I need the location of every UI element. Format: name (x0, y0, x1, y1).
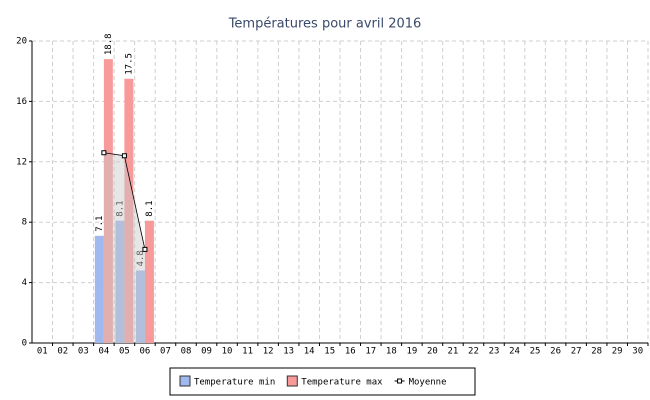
x-tick-label: 24 (509, 347, 520, 357)
x-tick-label: 09 (201, 347, 212, 357)
x-tick-label: 29 (612, 347, 623, 357)
bar (103, 59, 113, 344)
x-tick-label: 28 (591, 347, 602, 357)
y-tick-label: 12 (16, 157, 27, 167)
chart-title: Températures pour avril 2016 (228, 17, 422, 32)
legend-swatch (179, 375, 191, 387)
legend-box (169, 367, 476, 396)
x-tick-label: 11 (242, 347, 253, 357)
bar (94, 235, 104, 343)
line-marker (101, 150, 107, 156)
legend-swatch (286, 375, 298, 387)
y-tick-label: 20 (16, 37, 27, 47)
legend-label: Moyenne (409, 378, 447, 388)
x-tick-label: 25 (530, 347, 541, 357)
x-tick-label: 22 (468, 347, 479, 357)
value-label: 8.1 (115, 200, 125, 216)
x-tick-label: 04 (98, 347, 109, 357)
x-tick-label: 05 (119, 347, 130, 357)
value-label: 18.8 (104, 33, 114, 55)
x-tick-label: 18 (386, 347, 397, 357)
x-tick-label: 26 (550, 347, 561, 357)
x-tick-label: 02 (57, 347, 68, 357)
bar (144, 220, 154, 343)
x-tick-label: 03 (78, 347, 89, 357)
value-label: 17.5 (124, 53, 134, 75)
legend-label: Temperature max (301, 378, 383, 388)
x-tick-label: 01 (37, 347, 48, 357)
x-tick-label: 30 (632, 347, 643, 357)
line-marker (142, 246, 148, 252)
x-tick-label: 12 (263, 347, 274, 357)
value-label: 8.1 (145, 200, 155, 216)
y-tick-label: 4 (22, 278, 27, 288)
x-tick-label: 14 (304, 347, 315, 357)
x-tick-label: 21 (448, 347, 459, 357)
legend-swatch (397, 378, 403, 384)
value-label: 7.1 (95, 216, 105, 232)
y-tick-label: 0 (22, 339, 27, 349)
x-tick-label: 20 (427, 347, 438, 357)
bar (124, 78, 134, 343)
line-area (103, 152, 145, 343)
x-tick-label: 10 (222, 347, 233, 357)
x-tick-label: 17 (365, 347, 376, 357)
x-tick-label: 23 (489, 347, 500, 357)
line-marker (121, 153, 127, 159)
x-tick-label: 13 (283, 347, 294, 357)
bar (135, 270, 145, 343)
x-tick-label: 08 (181, 347, 192, 357)
legend-label: Temperature min (194, 378, 275, 388)
x-tick-label: 06 (140, 347, 151, 357)
x-tick-label: 16 (345, 347, 356, 357)
x-tick-label: 15 (324, 347, 335, 357)
value-label: 4.8 (136, 250, 146, 266)
y-tick-label: 16 (16, 97, 27, 107)
x-tick-label: 07 (160, 347, 171, 357)
y-tick-label: 8 (22, 218, 27, 228)
x-tick-label: 27 (571, 347, 582, 357)
x-tick-label: 19 (406, 347, 417, 357)
bar (115, 220, 125, 343)
